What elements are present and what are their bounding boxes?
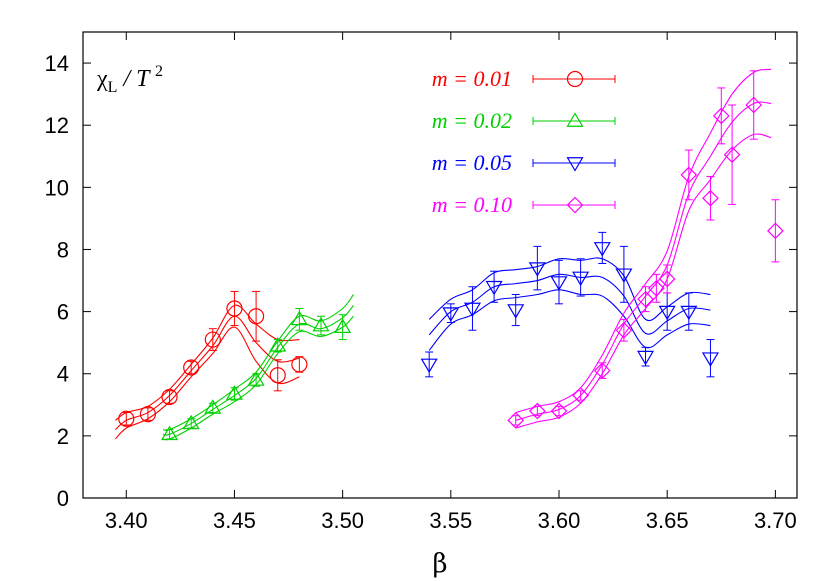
data-point	[593, 242, 611, 257]
data-point	[118, 410, 135, 427]
data-point	[680, 305, 698, 321]
legend-label: m = 0.05	[432, 150, 512, 175]
y-tick-label: 8	[57, 237, 69, 262]
y-tick-label: 12	[45, 113, 69, 138]
data-point	[572, 271, 590, 287]
data-point	[528, 262, 546, 277]
data-point	[183, 359, 200, 376]
fit-curve-center	[428, 273, 711, 336]
data-point	[291, 356, 308, 373]
y-tick-label: 2	[57, 424, 69, 449]
y-axis-label: χL / T 2	[96, 63, 163, 96]
y-label-superscript: 2	[155, 63, 163, 80]
plot-frame	[82, 31, 798, 499]
x-tick-label: 3.40	[105, 508, 148, 533]
data-point	[442, 307, 460, 322]
y-label-middle: / T	[117, 66, 155, 92]
legend-marker	[566, 196, 584, 214]
x-tick-label: 3.55	[429, 508, 472, 533]
data-point	[550, 402, 568, 420]
data-point	[247, 308, 265, 325]
legend-label: m = 0.02	[432, 108, 512, 133]
data-point	[226, 300, 243, 317]
legend-marker	[566, 157, 584, 172]
data-point	[615, 268, 633, 284]
fit-curve-upper	[115, 304, 300, 421]
data-point	[658, 305, 676, 321]
legend-marker	[566, 112, 584, 127]
data-point	[247, 371, 265, 386]
fit-curve-upper	[428, 257, 711, 322]
data-point	[648, 279, 665, 297]
data-point	[572, 387, 589, 404]
data-point	[680, 166, 698, 184]
data-point	[334, 318, 352, 333]
y-tick-label: 4	[57, 362, 69, 387]
data-point	[312, 316, 330, 332]
data-point	[745, 96, 763, 114]
data-point	[767, 222, 784, 240]
data-point	[507, 411, 525, 429]
data-point	[615, 321, 633, 339]
data-point	[550, 276, 568, 291]
data-point	[290, 310, 308, 326]
data-point	[701, 352, 720, 367]
data-point	[204, 399, 222, 414]
y-label-chi: χ	[96, 66, 108, 92]
fit-curve-lower	[115, 326, 300, 440]
data-point	[636, 350, 655, 366]
data-point	[160, 425, 179, 441]
axis-ticks: 3.40 3.45 3.50 3.55 3.60 3.65 3.70 0 2 4 6 8 10 12 14	[45, 32, 797, 533]
data-point	[182, 414, 200, 430]
data-point	[269, 367, 286, 384]
x-tick-label: 3.50	[321, 508, 364, 533]
y-tick-label: 6	[57, 300, 69, 325]
data-point	[712, 107, 730, 125]
x-tick-label: 3.70	[754, 508, 797, 533]
data-point	[269, 337, 287, 352]
data-point	[139, 406, 157, 423]
data-point	[529, 402, 546, 420]
data-point	[658, 270, 676, 288]
legend-marker	[566, 70, 584, 88]
legend-label: m = 0.10	[432, 192, 512, 217]
legend-label: m = 0.01	[432, 66, 512, 91]
y-label-subscript: L	[108, 79, 118, 96]
y-tick-label: 14	[45, 51, 69, 76]
x-tick-label: 3.65	[646, 508, 689, 533]
data-point	[204, 331, 221, 348]
data-point	[593, 362, 611, 379]
data-point	[485, 280, 503, 296]
legend: m = 0.01 m = 0.02 m = 0.05 m = 0.10	[432, 66, 616, 217]
data-point	[702, 189, 719, 207]
data-point	[723, 146, 741, 164]
data-point	[637, 290, 654, 308]
fit-curve-upper	[515, 68, 772, 414]
x-axis-label: β	[432, 549, 447, 579]
data-point	[463, 302, 482, 318]
data-point	[507, 304, 525, 319]
data-point	[420, 358, 438, 374]
data-point	[225, 385, 244, 400]
x-tick-label: 3.60	[538, 508, 581, 533]
y-tick-label: 0	[57, 486, 69, 511]
data-point	[161, 388, 178, 406]
fit-curve-center	[115, 315, 300, 431]
data-points	[118, 70, 784, 441]
x-tick-label: 3.45	[213, 508, 256, 533]
y-tick-label: 10	[45, 175, 69, 200]
